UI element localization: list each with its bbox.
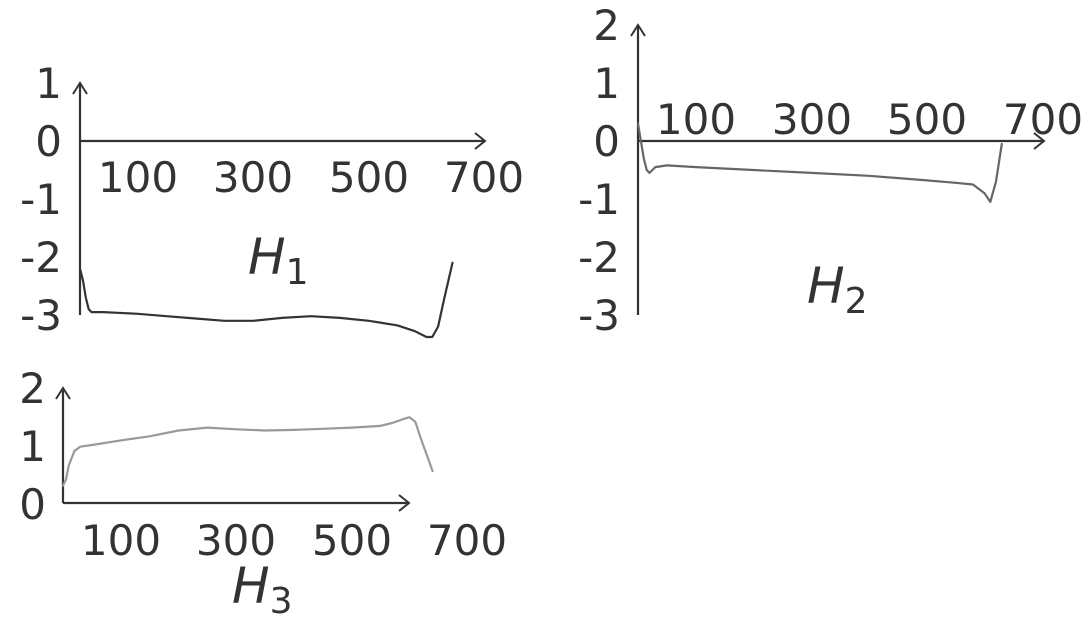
chart-title-main: H [807, 257, 845, 315]
x-tick-label: 500 [312, 516, 392, 565]
y-tick-label: 2 [593, 1, 620, 50]
y-tick-label: -2 [578, 233, 620, 282]
x-tick-label: 100 [98, 153, 178, 202]
chart-h3: 2 1 0 100 300 500 700 H3 [19, 364, 507, 617]
y-tick-label: 0 [593, 117, 620, 166]
y-axis-arrow-h3 [55, 386, 71, 400]
series-line-h2 [636, 122, 1003, 203]
chart-title-h2: H2 [807, 257, 868, 322]
y-tick-label: -2 [20, 233, 62, 282]
x-tick-label: 700 [427, 516, 507, 565]
chart-title-subscript: 2 [845, 281, 868, 322]
x-tick-label: 300 [213, 153, 293, 202]
x-axis-arrow-h1 [474, 132, 487, 150]
chart-title-subscript: 3 [270, 581, 293, 617]
x-tick-label: 100 [81, 516, 161, 565]
x-axis-arrow-h2 [1033, 132, 1046, 150]
series-line-h3 [61, 416, 434, 487]
x-tick-label: 700 [444, 153, 524, 202]
y-tick-label: 0 [35, 117, 62, 166]
x-axis-arrow-h3 [398, 494, 411, 512]
x-tick-label: 700 [1003, 95, 1083, 144]
chart-title-main: H [232, 557, 270, 615]
x-tick-label: 300 [772, 95, 852, 144]
series-line-h1 [78, 261, 454, 339]
y-tick-label: -1 [20, 175, 62, 224]
x-tick-label: 100 [656, 95, 736, 144]
x-tick-label: 500 [329, 153, 409, 202]
chart-title-h1: H1 [248, 228, 309, 293]
y-tick-label: 0 [19, 480, 46, 529]
y-tick-label: 2 [19, 364, 46, 413]
x-tick-label: 300 [196, 516, 276, 565]
y-tick-label: -3 [20, 291, 62, 340]
chart-h1: 1 0 -1 -2 -3 100 300 500 700 H1 [20, 59, 524, 340]
y-tick-label: 1 [19, 422, 46, 471]
y-tick-label: -1 [578, 175, 620, 224]
y-tick-label: -3 [578, 291, 620, 340]
chart-title-subscript: 1 [286, 252, 309, 293]
chart-title-main: H [248, 228, 286, 286]
x-tick-label: 500 [887, 95, 967, 144]
chart-h2: 2 1 0 -1 -2 -3 100 300 500 700 H2 [578, 1, 1083, 340]
y-axis-arrow-h2 [630, 23, 646, 37]
y-tick-label: 1 [35, 59, 62, 108]
chart-title-h3: H3 [232, 557, 293, 617]
y-tick-label: 1 [593, 59, 620, 108]
y-axis-arrow-h1 [72, 81, 88, 95]
